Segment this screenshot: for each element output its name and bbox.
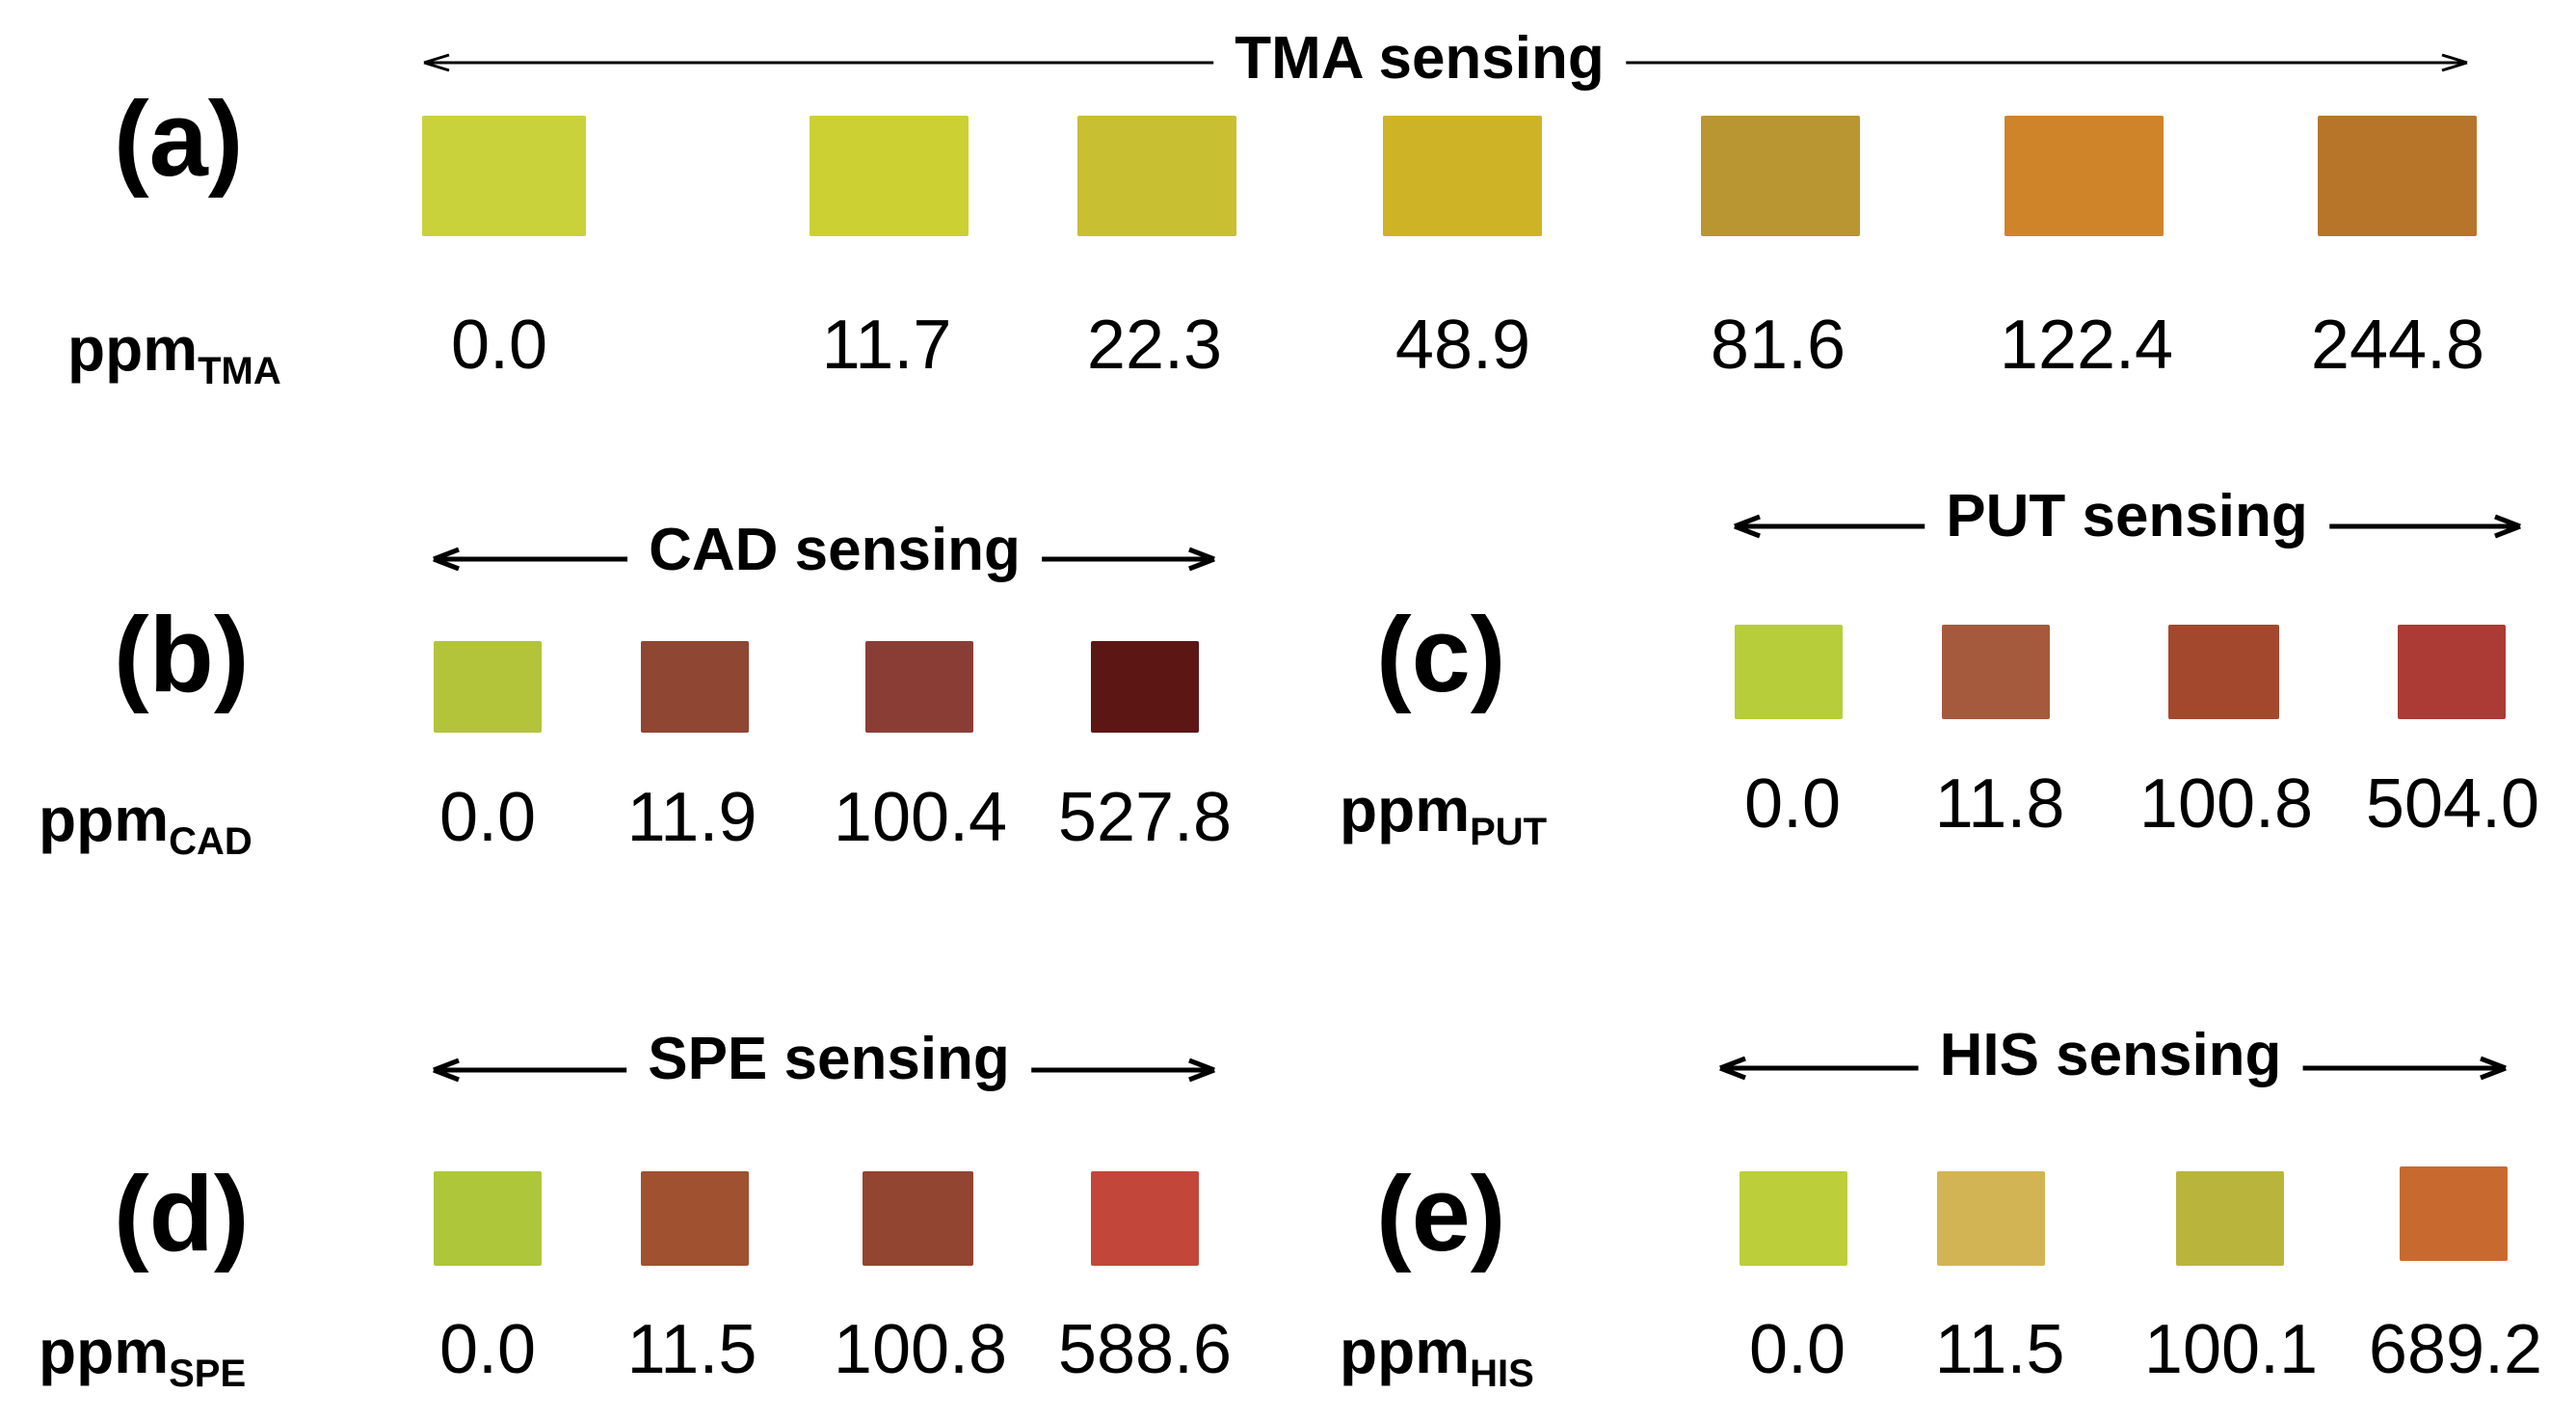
- panel-a-value-5: 122.4: [1999, 307, 2174, 384]
- panel-a-value-0: 0.0: [450, 307, 548, 384]
- panel-a-swatch-6: [2318, 116, 2477, 236]
- panel-d-unit: ppmSPE: [39, 1317, 247, 1395]
- panel-b-value-3: 527.8: [1057, 779, 1233, 856]
- panel-d-swatch-2: [863, 1171, 973, 1266]
- panel-e-value-3: 689.2: [2368, 1311, 2543, 1388]
- panel-e-swatch-0: [1739, 1171, 1847, 1266]
- panel-e-swatch-3: [2400, 1166, 2508, 1261]
- panel-b-value-2: 100.4: [833, 779, 1008, 856]
- panel-c-title: PUT sensing: [1925, 487, 2329, 547]
- panel-d-value-3: 588.6: [1057, 1311, 1233, 1388]
- panel-b-unit: ppmCAD: [39, 785, 252, 863]
- panel-b-swatch-2: [865, 641, 973, 733]
- panel-d-swatch-0: [434, 1171, 542, 1266]
- panel-b-swatch-3: [1091, 641, 1199, 733]
- panel-a-value-4: 81.6: [1710, 307, 1846, 384]
- panel-b-swatch-1: [641, 641, 749, 733]
- panel-d-swatch-1: [641, 1171, 749, 1266]
- panel-c-unit: ppmPUT: [1340, 775, 1548, 853]
- panel-a-unit: ppmTMA: [67, 314, 281, 392]
- panel-e-value-2: 100.1: [2143, 1311, 2319, 1388]
- panel-d-value-0: 0.0: [438, 1311, 537, 1388]
- panel-c-swatch-2: [2168, 625, 2279, 719]
- panel-c-value-3: 504.0: [2365, 765, 2540, 843]
- panel-e-value-0: 0.0: [1748, 1311, 1846, 1388]
- panel-c-swatch-1: [1942, 625, 2050, 719]
- panel-e-swatch-1: [1937, 1171, 2045, 1266]
- panel-d-value-2: 100.8: [833, 1311, 1008, 1388]
- panel-d-title: SPE sensing: [626, 1030, 1031, 1089]
- panel-c-label: (c): [1376, 596, 1506, 714]
- panel-a-value-2: 22.3: [1086, 307, 1223, 384]
- panel-a-value-3: 48.9: [1394, 307, 1531, 384]
- panel-e-label: (e): [1376, 1155, 1506, 1273]
- panel-e-value-1: 11.5: [1934, 1311, 2065, 1388]
- panel-c-value-0: 0.0: [1743, 765, 1842, 843]
- panel-b-value-1: 11.9: [626, 779, 757, 856]
- panel-b-swatch-0: [434, 641, 542, 733]
- panel-c-value-2: 100.8: [2138, 765, 2314, 843]
- panel-d-swatch-3: [1091, 1171, 1199, 1266]
- panel-d-value-1: 11.5: [626, 1311, 757, 1388]
- panel-d-label: (d): [114, 1155, 250, 1273]
- panel-c-swatch-0: [1735, 625, 1843, 719]
- panel-a-value-6: 244.8: [2310, 307, 2485, 384]
- panel-a-value-1: 11.7: [821, 307, 952, 384]
- panel-e-swatch-2: [2176, 1171, 2284, 1266]
- panel-a-label: (a): [114, 80, 244, 199]
- panel-a-swatch-4: [1701, 116, 1860, 236]
- panel-c-swatch-3: [2398, 625, 2506, 719]
- panel-a-swatch-0: [422, 116, 586, 236]
- panel-a-swatch-5: [2005, 116, 2164, 236]
- panel-c-value-1: 11.8: [1934, 765, 2065, 843]
- panel-b-title: CAD sensing: [627, 521, 1042, 580]
- panel-a-swatch-2: [1077, 116, 1236, 236]
- panel-a-title: TMA sensing: [1213, 29, 1626, 89]
- panel-b-label: (b): [114, 596, 250, 714]
- panel-e-title: HIS sensing: [1918, 1026, 2303, 1085]
- panel-a-swatch-1: [810, 116, 969, 236]
- panel-a-swatch-3: [1383, 116, 1542, 236]
- panel-e-unit: ppmHIS: [1340, 1317, 1534, 1395]
- panel-b-value-0: 0.0: [438, 779, 537, 856]
